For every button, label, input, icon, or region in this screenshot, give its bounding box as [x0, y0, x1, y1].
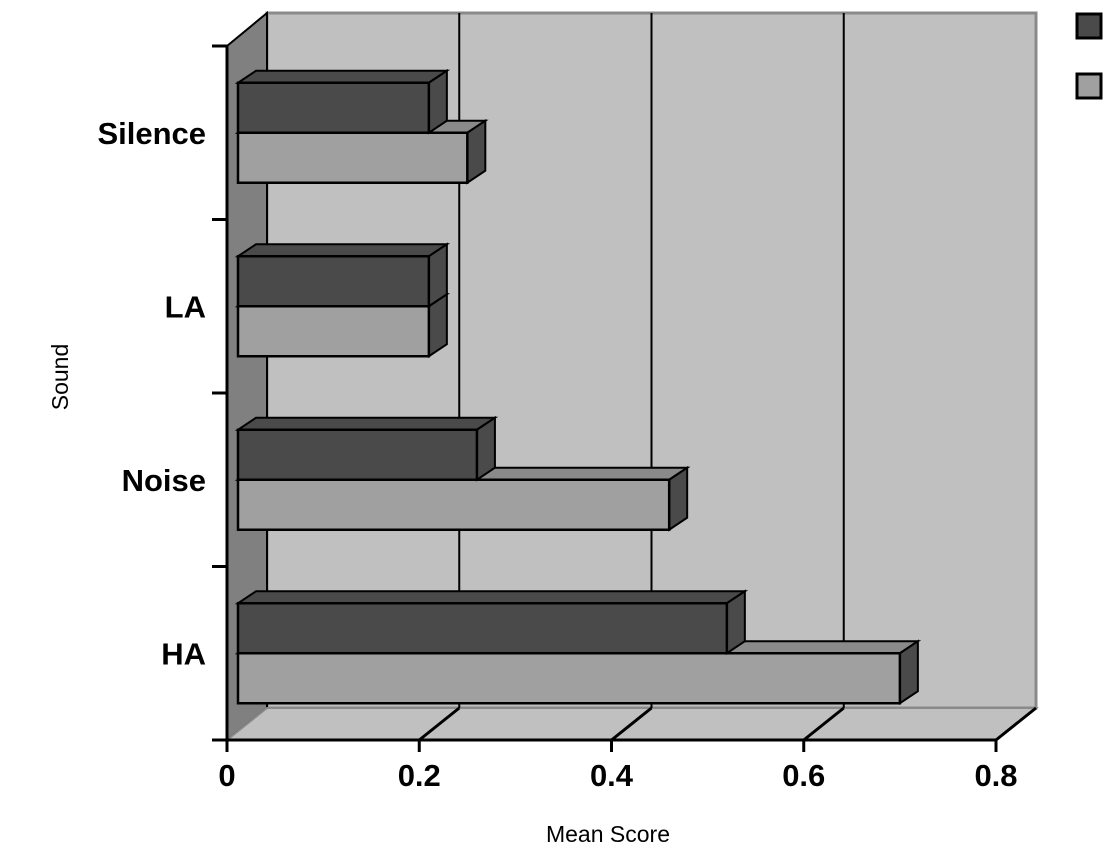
legend-marker — [1075, 72, 1103, 100]
legend — [1075, 12, 1103, 100]
y-ticks — [212, 44, 227, 742]
x-axis-title: Mean Score — [546, 821, 670, 847]
category-label: Noise — [122, 463, 206, 498]
bar-side-face — [427, 68, 448, 135]
bar-front-face — [236, 478, 671, 531]
bar-side-face — [898, 639, 919, 706]
x-tick-label: 0 — [218, 758, 235, 793]
floor-gridline — [995, 706, 1037, 742]
bar-top-face — [234, 243, 451, 258]
bar-top-face — [234, 590, 749, 605]
x-tick-label: 0.8 — [974, 758, 1017, 793]
bar-front-face — [236, 305, 431, 358]
bar-front-face — [236, 255, 431, 308]
bar — [234, 589, 749, 656]
bar-front-face — [236, 428, 479, 481]
category-label: HA — [161, 636, 206, 671]
bar — [234, 68, 451, 135]
bar-side-face — [668, 465, 689, 532]
category-label: LA — [165, 289, 206, 324]
bar-front-face — [236, 602, 729, 655]
floor-gridline — [418, 706, 461, 742]
bar-side-face — [427, 242, 448, 309]
x-tick-label: 0.4 — [590, 758, 634, 793]
bar-front-face — [236, 131, 469, 184]
x-ticks — [225, 740, 998, 752]
tick-labels: 0 0.2 0.4 0.6 0.8 — [218, 758, 1017, 793]
bar-front-face — [236, 81, 431, 134]
floor-gridline — [610, 706, 653, 742]
bar-top-face — [234, 69, 451, 84]
legend-marker — [1075, 12, 1103, 40]
bar-side-face — [475, 415, 496, 482]
bar — [234, 242, 451, 309]
category-label: Silence — [97, 116, 206, 151]
y-axis-title: Sound — [47, 344, 73, 411]
bar-series — [234, 68, 922, 706]
x-tick-label: 0.2 — [398, 758, 441, 793]
floor-gridline — [802, 706, 845, 742]
bar-front-face — [236, 652, 902, 705]
bar-side-face — [466, 118, 487, 185]
bar — [234, 415, 499, 482]
bar-side-face — [725, 589, 746, 656]
x-tick-label: 0.6 — [782, 758, 825, 793]
category-labels: Silence LA Noise HA — [97, 116, 206, 672]
bar-top-face — [234, 416, 499, 431]
